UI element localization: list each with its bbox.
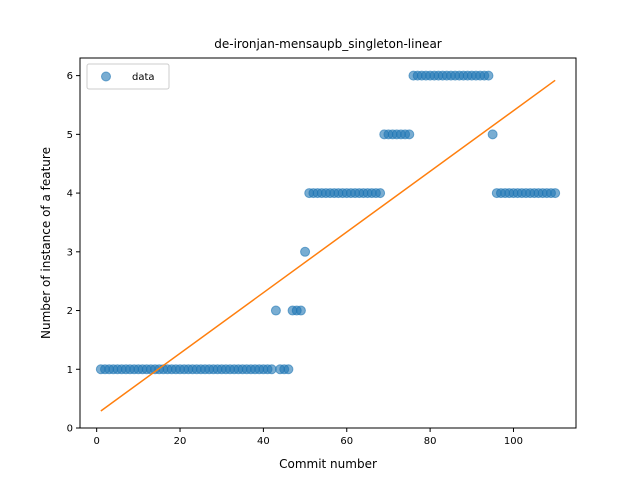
data-point (404, 129, 415, 140)
y-tick-label: 3 (67, 247, 73, 258)
legend: data (86, 63, 170, 90)
data-point (550, 188, 561, 199)
y-axis-label: Number of instance of a feature (39, 147, 53, 339)
data-point (375, 188, 386, 199)
legend-box (86, 63, 170, 90)
data-point (487, 129, 498, 140)
x-tick-label: 0 (93, 436, 99, 447)
x-tick-label: 60 (340, 436, 353, 447)
x-axis-ticks: 0 20 40 60 80 100 (93, 428, 523, 447)
fit-line (100, 79, 556, 412)
data-point (295, 305, 306, 316)
legend-marker (101, 71, 111, 82)
x-tick-label: 100 (504, 436, 523, 447)
data-point (270, 305, 281, 316)
plot-frame (79, 57, 577, 429)
x-tick-label: 40 (257, 436, 270, 447)
data-point (483, 70, 494, 81)
y-tick-label: 5 (67, 130, 73, 141)
y-axis-ticks: 0 1 2 3 4 5 6 (67, 71, 80, 435)
plot-area (95, 70, 561, 412)
y-tick-label: 1 (67, 365, 73, 376)
x-tick-label: 20 (174, 436, 187, 447)
chart-title: de-ironjan-mensaupb_singleton-linear (214, 37, 442, 51)
data-point (266, 364, 277, 375)
y-tick-label: 6 (67, 71, 73, 82)
data-point (300, 246, 311, 257)
data-point (283, 364, 294, 375)
y-tick-label: 4 (67, 189, 73, 200)
y-tick-label: 0 (67, 424, 73, 435)
x-axis-label: Commit number (279, 457, 377, 471)
legend-label: data (132, 72, 155, 83)
y-tick-label: 2 (67, 306, 73, 317)
x-tick-label: 80 (424, 436, 437, 447)
